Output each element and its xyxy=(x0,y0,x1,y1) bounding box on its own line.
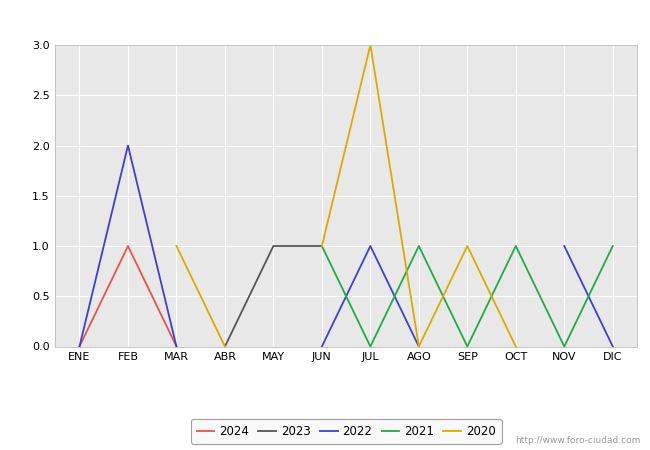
2024 xyxy=(172,344,180,349)
Line: 2024: 2024 xyxy=(79,246,176,346)
2023 xyxy=(221,344,229,349)
2023 xyxy=(318,243,326,249)
Line: 2022: 2022 xyxy=(79,145,176,346)
Legend: 2024, 2023, 2022, 2021, 2020: 2024, 2023, 2022, 2021, 2020 xyxy=(190,419,502,444)
2024 xyxy=(124,243,132,249)
2020 xyxy=(221,344,229,349)
2022 xyxy=(75,344,83,349)
Text: http://www.foro-ciudad.com: http://www.foro-ciudad.com xyxy=(515,436,640,445)
2024 xyxy=(75,344,83,349)
2022 xyxy=(124,143,132,148)
2022 xyxy=(172,344,180,349)
Text: Matriculaciones de Vehiculos en Villaescusa: Matriculaciones de Vehiculos en Villaesc… xyxy=(149,13,501,28)
2023 xyxy=(270,243,278,249)
Line: 2020: 2020 xyxy=(176,246,225,346)
Line: 2023: 2023 xyxy=(225,246,322,346)
2020 xyxy=(172,243,180,249)
